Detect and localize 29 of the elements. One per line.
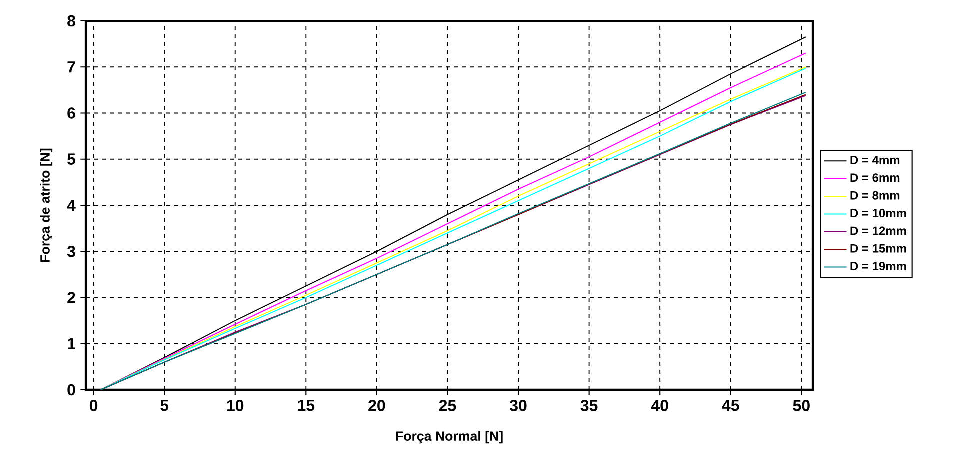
x-tick-label: 5 [160,400,169,412]
legend-label: D = 6mm [850,174,900,182]
x-tick-label: 50 [793,400,810,412]
y-tick-label: 5 [68,154,76,165]
x-tick-label: 10 [227,400,244,412]
legend-label: D = 10mm [850,209,906,218]
y-tick-label: 0 [68,384,76,396]
legend-label: D = 12mm [850,226,906,236]
y-tick-label: 3 [67,246,76,258]
y-tick-label: 1 [68,338,76,350]
x-tick-label: 30 [510,400,527,412]
x-tick-label: 0 [90,400,98,412]
y-tick-label: 2 [68,292,76,304]
y-tick-label: 7 [68,62,76,73]
x-tick-label: 20 [368,400,386,412]
x-tick-label: 25 [439,400,456,412]
y-tick-label: 6 [68,108,76,119]
x-tick-label: 15 [298,400,315,412]
legend-label: D = 15mm [850,244,906,253]
y-tick-label: 8 [68,15,76,27]
y-axis-title: Força de atrito [N] [40,148,53,262]
x-tick-label: 45 [722,400,740,412]
legend-label: D = 8mm [850,191,900,200]
legend-label: D = 19mm [850,262,906,271]
y-tick-label: 4 [67,200,76,212]
legend-label: D = 4mm [850,156,900,164]
x-tick-label: 40 [651,400,668,412]
x-tick-label: 35 [580,400,598,412]
x-axis-title: Força Normal [N] [396,431,503,444]
